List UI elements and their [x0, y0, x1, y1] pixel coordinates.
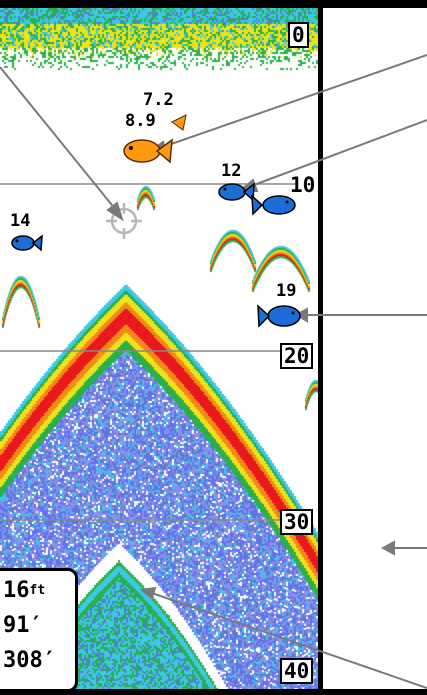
flasher-divider	[318, 8, 322, 689]
fish-depth-label: 19	[276, 281, 297, 301]
fish-depth-label: 8.9	[125, 111, 156, 131]
depth-readout-box: 16ft 91′ 308′	[0, 568, 78, 692]
depth-scale-10: 10	[290, 173, 316, 197]
depth-scale-20: 20	[280, 343, 314, 369]
top-frame-bar	[0, 0, 427, 8]
readout-depth-unit: ft	[29, 583, 46, 598]
bottom-frame-bar	[0, 689, 427, 695]
depth-scale-30: 30	[280, 509, 314, 535]
fish-depth-label: 7.2	[143, 90, 174, 110]
readout-line-3: 308′	[3, 648, 56, 673]
fish-depth-label: 12	[221, 161, 242, 181]
readout-line-2: 91′	[3, 613, 43, 638]
readout-depth: 16ft	[3, 579, 45, 603]
depth-scale-top: 0	[288, 22, 309, 48]
fish-depth-label: 14	[10, 211, 31, 231]
readout-depth-value: 16	[3, 578, 30, 603]
callout-arrow-flasher	[380, 540, 395, 556]
depth-scale-bottom: 40	[280, 658, 314, 684]
